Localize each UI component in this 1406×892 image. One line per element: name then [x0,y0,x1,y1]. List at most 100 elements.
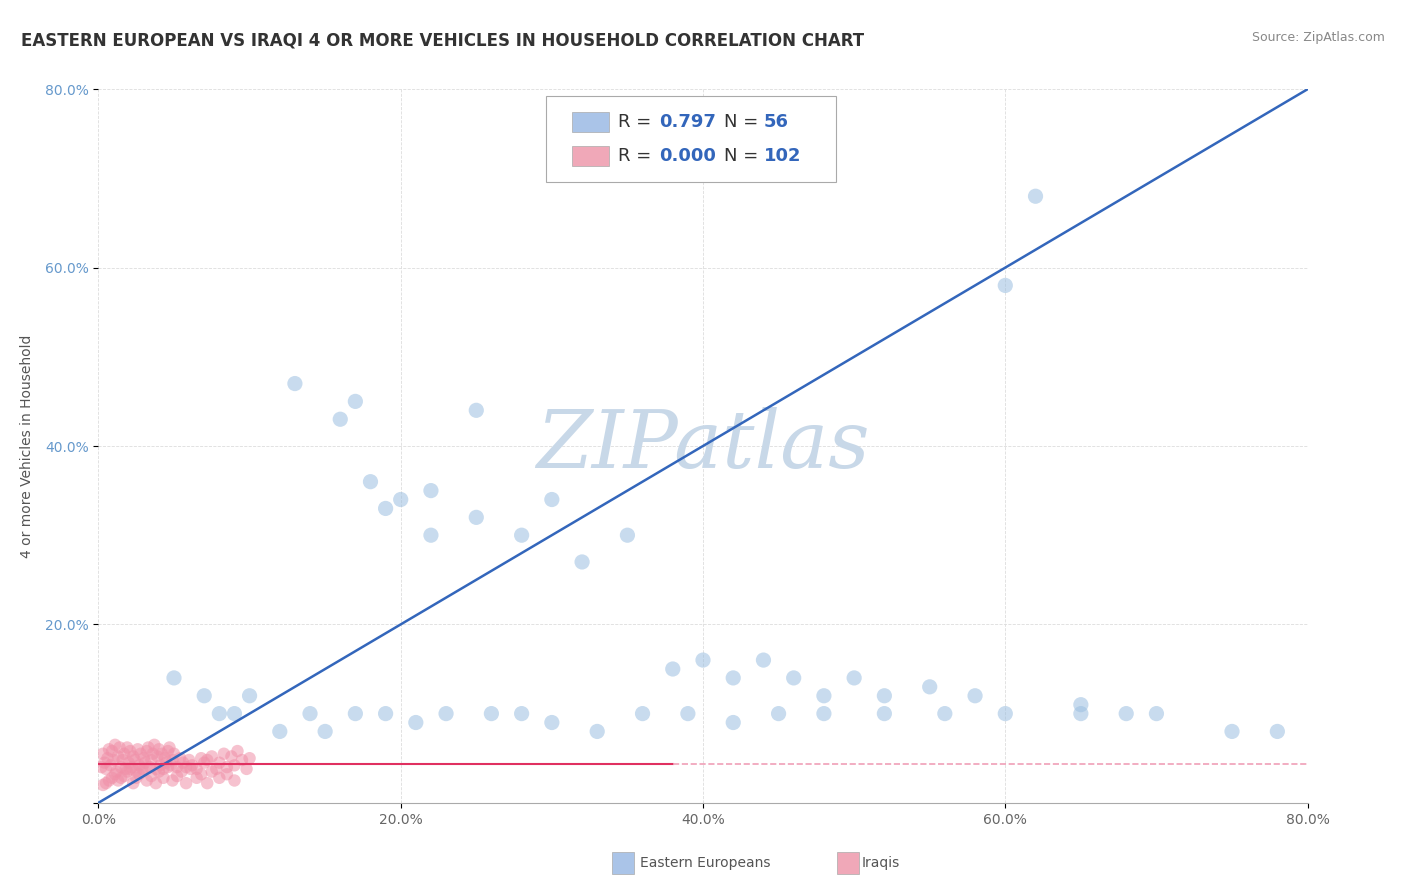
Point [1070,698,1092,712]
Point [170,764,193,779]
Point [160,758,183,772]
Text: R =: R = [619,113,658,131]
Point [215,767,238,781]
Point [135,744,157,758]
Point [120,744,142,758]
Point [148,764,170,779]
Point [692,653,714,667]
Point [105,764,128,779]
Point [586,724,609,739]
Point [124,753,146,767]
Point [125,771,148,785]
Text: 102: 102 [763,147,801,165]
Point [181,758,204,772]
Point [146,749,169,764]
Point [231,753,253,767]
Point [156,744,179,758]
Point [141,753,163,767]
Point [965,689,987,703]
Point [121,760,143,774]
Point [127,742,149,756]
Point [994,278,1017,293]
Point [112,769,135,783]
Point [344,706,367,721]
FancyBboxPatch shape [572,112,609,132]
Point [159,740,181,755]
Point [540,492,562,507]
Point [1024,189,1046,203]
Point [125,764,148,779]
Point [208,771,231,785]
Point [844,671,866,685]
Point [103,753,125,767]
Point [434,706,457,721]
Point [195,753,218,767]
Point [224,773,246,788]
Point [723,671,745,685]
Point [132,762,155,776]
Point [115,740,138,755]
Point [284,376,307,391]
Point [94,762,117,776]
Point [235,762,257,776]
Point [156,760,179,774]
Point [1267,724,1289,739]
Point [420,483,443,498]
Point [465,510,488,524]
Point [141,769,163,783]
Point [873,706,896,721]
Point [180,762,202,776]
Point [145,762,167,776]
Point [201,749,224,764]
Point [190,751,212,765]
Text: EASTERN EUROPEAN VS IRAQI 4 OR MORE VEHICLES IN HOUSEHOLD CORRELATION CHART: EASTERN EUROPEAN VS IRAQI 4 OR MORE VEHI… [21,31,865,49]
Point [465,403,488,417]
Point [129,747,152,761]
Point [510,528,533,542]
Point [389,492,412,507]
Point [93,756,115,770]
Point [662,662,685,676]
Point [1115,706,1137,721]
Point [163,747,186,761]
Point [91,747,114,761]
Point [239,689,262,703]
Point [224,706,246,721]
Point [481,706,503,721]
Point [193,689,215,703]
Point [90,760,112,774]
Text: N =: N = [724,113,763,131]
Point [152,762,174,776]
Point [208,756,231,770]
Point [224,758,246,772]
Point [676,706,699,721]
Point [107,773,129,788]
Point [752,653,775,667]
Point [131,762,153,776]
Point [540,715,562,730]
Point [299,706,322,721]
Point [201,764,224,779]
Point [100,758,122,772]
Point [122,776,145,790]
FancyBboxPatch shape [572,146,609,166]
Point [108,740,131,755]
Point [139,760,162,774]
Text: R =: R = [619,147,658,165]
Point [616,528,638,542]
Point [186,771,208,785]
Point [195,776,218,790]
Point [269,724,291,739]
Point [91,778,114,792]
Point [150,747,173,761]
Point [360,475,382,489]
Point [420,528,443,542]
Point [174,776,197,790]
Point [783,671,806,685]
Point [374,501,396,516]
Text: N =: N = [724,147,763,165]
Point [172,756,194,770]
Point [142,747,165,761]
Point [166,769,188,783]
Point [813,689,835,703]
